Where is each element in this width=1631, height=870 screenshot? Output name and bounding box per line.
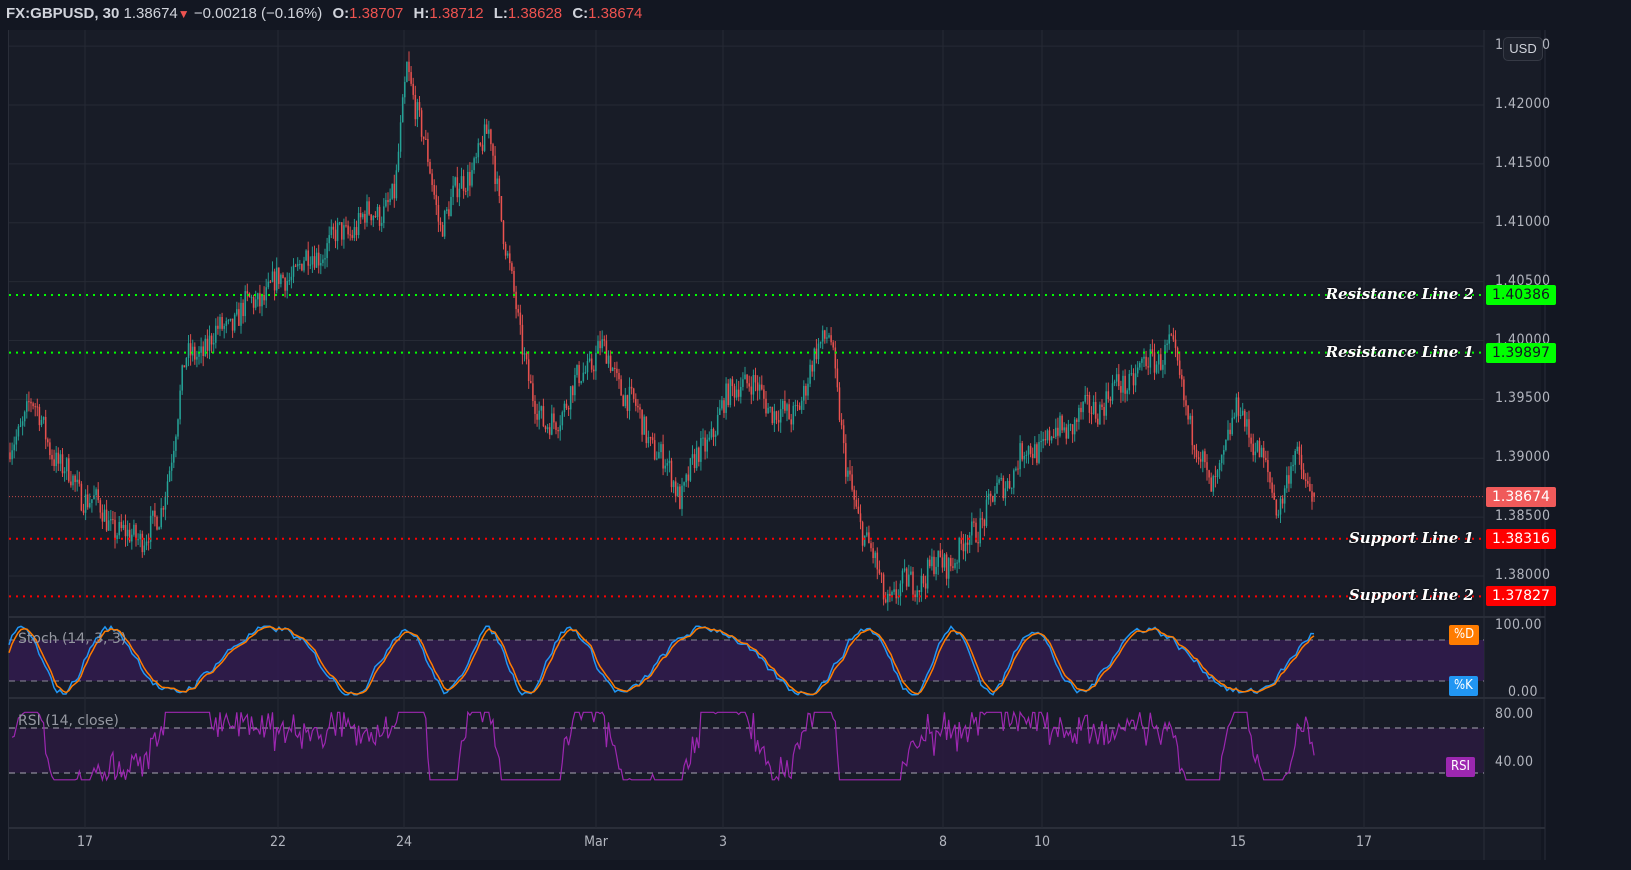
price-tick-label: 1.38000 bbox=[1495, 567, 1551, 583]
close-label: C: bbox=[572, 5, 589, 22]
support-price-tag: 1.37827 bbox=[1486, 586, 1556, 607]
price-change: −0.00218 (−0.16%) bbox=[193, 5, 323, 22]
price-tick-label: 1.41000 bbox=[1495, 213, 1551, 230]
rsi-axis-tick-40: 40.00 bbox=[1495, 754, 1534, 770]
support-line-label[interactable]: Support Line 1 bbox=[1348, 528, 1474, 547]
candles bbox=[9, 51, 1315, 611]
stoch-k-tag: %K bbox=[1449, 676, 1478, 696]
symbol-title[interactable]: FX:GBPUSD, 30 bbox=[6, 5, 120, 22]
resistance-line-label[interactable]: Resistance Line 1 bbox=[1325, 342, 1474, 361]
rsi-indicator-title[interactable]: RSI (14, close) bbox=[18, 713, 119, 729]
time-axis-label: 10 bbox=[1033, 834, 1051, 850]
price-tick-label: 1.39000 bbox=[1495, 449, 1551, 466]
time-axis-label: Mar bbox=[584, 834, 608, 850]
down-arrow-icon: ▼ bbox=[177, 7, 190, 21]
time-axis-label: 24 bbox=[395, 834, 413, 850]
price-tick-label: 1.39500 bbox=[1495, 390, 1551, 407]
time-axis-label: 8 bbox=[938, 834, 948, 850]
high-label: H: bbox=[413, 5, 430, 22]
resistance-price-tag: 1.39897 bbox=[1486, 342, 1556, 363]
resistance-price-tag: 1.40386 bbox=[1486, 285, 1556, 306]
time-axis-label: 22 bbox=[269, 834, 287, 850]
low-label: L: bbox=[493, 5, 508, 22]
time-axis-label: 15 bbox=[1229, 834, 1247, 850]
time-axis-label: 3 bbox=[718, 834, 728, 850]
close-value: 1.38674 bbox=[588, 5, 643, 22]
current-price-tag: 1.38674 bbox=[1486, 486, 1556, 507]
price-tick-label: 1.40500 bbox=[1495, 272, 1551, 289]
price-tick-label: 1.42000 bbox=[1495, 96, 1551, 112]
price-tick-label: 1.38500 bbox=[1495, 508, 1551, 525]
open-value: 1.38707 bbox=[349, 5, 404, 22]
support-price-tag: 1.38316 bbox=[1486, 528, 1556, 549]
high-value: 1.38712 bbox=[429, 5, 484, 22]
currency-button[interactable]: USD bbox=[1503, 37, 1543, 61]
resistance-line-label[interactable]: Resistance Line 2 bbox=[1325, 285, 1474, 304]
stoch-indicator-title[interactable]: Stoch (14, 3, 3) bbox=[18, 631, 127, 647]
bottom-bar bbox=[0, 860, 1631, 870]
symbol-header: FX:GBPUSD, 30 1.38674▼ −0.00218 (−0.16%)… bbox=[6, 4, 642, 24]
stoch-axis-tick-0: 0.00 bbox=[1508, 684, 1539, 700]
time-axis-label: 17 bbox=[76, 834, 94, 850]
support-line-label[interactable]: Support Line 2 bbox=[1348, 586, 1474, 605]
price-tick-label: 1.41500 bbox=[1495, 154, 1551, 171]
low-value: 1.38628 bbox=[507, 5, 563, 22]
last-price: 1.38674 bbox=[123, 5, 178, 22]
stoch-axis-tick-100: 100.00 bbox=[1495, 617, 1543, 633]
time-axis-label: 17 bbox=[1355, 834, 1373, 850]
rsi-value-tag: RSI bbox=[1446, 757, 1475, 777]
stoch-d-tag: %D bbox=[1449, 625, 1480, 645]
open-label: O: bbox=[332, 5, 350, 22]
rsi-axis-tick-80: 80.00 bbox=[1495, 706, 1534, 722]
